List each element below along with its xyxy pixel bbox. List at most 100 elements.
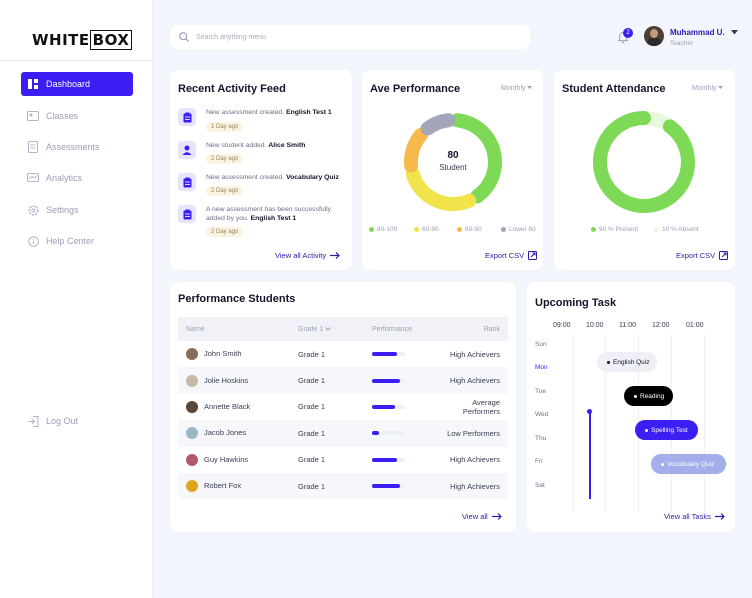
student-name-cell: Jolie Hoskins	[178, 367, 298, 394]
analytics-icon	[27, 172, 39, 184]
attendance-period-dropdown[interactable]: Monthly	[692, 85, 724, 92]
performance-bar-fill	[372, 457, 397, 462]
column-header-grade[interactable]: Grade 1	[298, 317, 372, 341]
donut-segment-1	[405, 167, 477, 211]
performance-bar	[372, 431, 405, 436]
sidebar: WHITE BOX Dashboard Classes Assessments A…	[0, 0, 153, 598]
task-spelling-test[interactable]: Spelling Test	[635, 420, 698, 440]
table-row[interactable]: Annette Black Grade 1 Average Performers	[178, 394, 508, 420]
performance-bar	[372, 378, 405, 383]
table-row[interactable]: John Smith Grade 1 High Achievers	[178, 341, 508, 367]
student-name-cell: Annette Black	[178, 394, 298, 420]
column-header-performance: Performance	[372, 317, 438, 341]
student-name: John Smith	[204, 349, 242, 359]
legend-label: 10 % Absent	[662, 226, 699, 233]
export-csv-button[interactable]: Export CSV	[485, 251, 538, 260]
student-name: Robert Fox	[204, 481, 242, 491]
avatar	[186, 400, 198, 413]
notification-button[interactable]: 2	[617, 28, 633, 49]
task-label: Vocabulary Quiz	[667, 460, 715, 468]
clipboard-icon	[178, 173, 196, 191]
student-performance	[372, 341, 438, 367]
task-label: English Quiz	[613, 358, 650, 366]
sidebar-item-help-center[interactable]: Help Center	[21, 229, 133, 253]
performance-period-dropdown[interactable]: Monthly	[501, 85, 533, 92]
view-all-activity-link[interactable]: View all Activity	[275, 251, 340, 260]
search-bar[interactable]: Search anything menu	[170, 25, 530, 49]
view-all-tasks-link[interactable]: View all Tasks	[664, 512, 725, 521]
help-icon	[27, 235, 39, 247]
activity-date: 1 Day ago	[206, 122, 244, 132]
logout-button[interactable]: Log Out	[21, 409, 133, 433]
avatar	[186, 348, 198, 361]
task-reading[interactable]: Reading	[624, 386, 673, 406]
user-role: Teacher	[670, 40, 694, 47]
chevron-down-icon	[718, 86, 724, 89]
activity-subject: English Test 1	[250, 215, 297, 222]
tasks-card	[527, 282, 735, 532]
student-grade: Grade 1	[298, 420, 372, 447]
legend-dot	[654, 227, 659, 232]
user-name[interactable]: Muhammad U.	[670, 28, 725, 37]
chevron-down-icon[interactable]	[731, 30, 738, 35]
activity-subject: Alice Smith	[268, 142, 306, 149]
day-label: Wed	[535, 411, 549, 418]
task-label: Reading	[640, 392, 665, 400]
performance-bar-fill	[372, 484, 401, 489]
clipboard-icon	[178, 108, 196, 126]
hour-label: 10:00	[586, 322, 604, 329]
performance-bar-fill	[372, 404, 396, 409]
table-row[interactable]: Robert Fox Grade 1 High Achievers	[178, 472, 508, 500]
activity-title: Recent Activity Feed	[178, 83, 286, 95]
period-label: Monthly	[501, 85, 526, 92]
user-icon	[178, 141, 196, 159]
export-csv-label: Export CSV	[676, 251, 716, 260]
table-row[interactable]: Jacob Jones Grade 1 Low Performers	[178, 420, 508, 447]
legend-item: Lower 60	[501, 226, 536, 233]
task-english-quiz[interactable]: English Quiz	[597, 352, 657, 372]
export-icon	[719, 251, 729, 260]
student-performance	[372, 394, 438, 420]
task-dot	[607, 360, 610, 364]
sidebar-item-settings[interactable]: Settings	[21, 198, 133, 222]
brand-logo[interactable]: WHITE BOX	[32, 30, 133, 50]
classes-icon	[27, 110, 39, 122]
day-label: Sun	[535, 341, 547, 348]
export-csv-label: Export CSV	[485, 251, 525, 260]
performance-bar	[372, 404, 405, 409]
sidebar-item-label: Assessments	[46, 142, 100, 152]
legend-item: 90 % Present	[591, 226, 638, 233]
activity-subject: English Test 1	[286, 109, 332, 116]
period-label: Monthly	[692, 85, 717, 92]
hour-label: 12:00	[652, 322, 670, 329]
legend-item: 60-90	[414, 226, 439, 233]
activity-text: New student added.	[206, 142, 267, 149]
table-row[interactable]: Guy Hawkins Grade 1 High Achievers	[178, 447, 508, 473]
sidebar-item-analytics[interactable]: Analytics	[21, 166, 133, 190]
column-header-name: Name	[178, 317, 298, 341]
activity-date: 2 Day ago	[206, 227, 244, 237]
avatar	[186, 427, 198, 440]
students-table: Name Grade 1 Performance Rank John Smith…	[178, 317, 508, 500]
student-grade: Grade 1	[298, 472, 372, 500]
task-vocabulary-quiz[interactable]: Vocabulary Quiz	[651, 454, 726, 474]
activity-card	[170, 70, 352, 270]
arrow-right-icon	[491, 513, 502, 520]
student-performance	[372, 420, 438, 447]
export-csv-button[interactable]: Export CSV	[676, 251, 729, 260]
sidebar-item-assessments[interactable]: Assessments	[21, 135, 133, 159]
students-title: Performance Students	[178, 293, 296, 305]
divider	[0, 60, 153, 61]
view-all-students-link[interactable]: View all	[462, 512, 502, 521]
student-performance	[372, 447, 438, 473]
table-row[interactable]: Jolie Hoskins Grade 1 High Achievers	[178, 367, 508, 394]
activity-date: 2 Day ago	[206, 186, 244, 196]
arrow-right-icon	[714, 513, 725, 520]
student-name: Jacob Jones	[204, 428, 247, 438]
sidebar-item-classes[interactable]: Classes	[21, 104, 133, 128]
chevron-down-icon	[325, 326, 332, 331]
avatar	[186, 480, 198, 493]
avatar[interactable]	[644, 26, 664, 46]
search-input[interactable]: Search anything menu	[196, 33, 267, 41]
sidebar-item-dashboard[interactable]: Dashboard	[21, 72, 133, 96]
